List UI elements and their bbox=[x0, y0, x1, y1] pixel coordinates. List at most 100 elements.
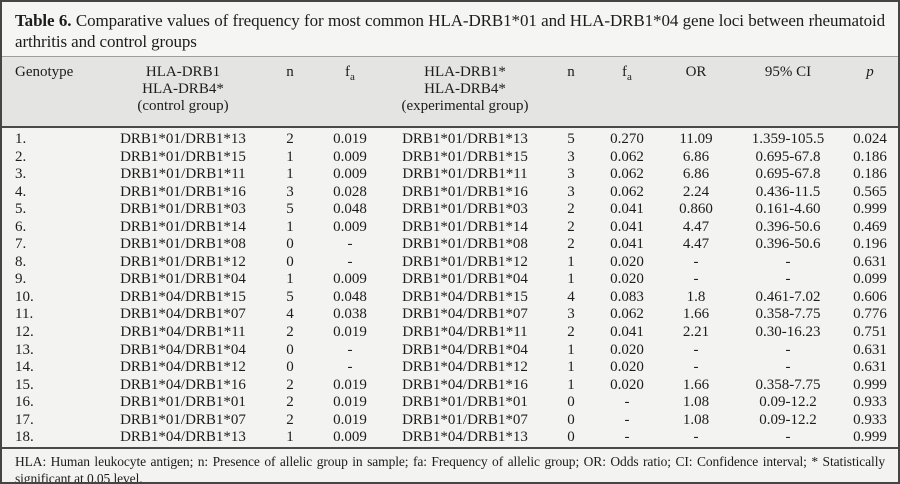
table-row: 11. DRB1*04/DRB1*07 4 0.038 DRB1*04/DRB1… bbox=[2, 306, 898, 324]
cell-row-number: 5. bbox=[15, 201, 27, 218]
table-row: 17. DRB1*01/DRB1*07 2 0.019 DRB1*01/DRB1… bbox=[2, 412, 898, 430]
cell-experimental-fa: - bbox=[624, 411, 630, 428]
control-group-line1: HLA-DRB1 bbox=[145, 64, 221, 80]
cell-experimental-genotype: DRB1*01/DRB1*07 bbox=[402, 411, 528, 428]
cell-experimental-fa: 0.041 bbox=[610, 236, 644, 253]
cell-p-value: 0.606 bbox=[853, 288, 887, 305]
cell-experimental-genotype: DRB1*01/DRB1*13 bbox=[402, 131, 528, 147]
cell-control-genotype: DRB1*01/DRB1*03 bbox=[120, 201, 246, 218]
cell-experimental-fa: 0.083 bbox=[610, 288, 644, 305]
table-row: 1. DRB1*01/DRB1*13 2 0.019 DRB1*01/DRB1*… bbox=[2, 127, 898, 149]
cell-control-genotype: DRB1*04/DRB1*16 bbox=[120, 376, 246, 393]
cell-experimental-n: 1 bbox=[567, 341, 575, 358]
cell-odds-ratio: 1.08 bbox=[682, 411, 710, 428]
cell-p-value: 0.933 bbox=[853, 394, 887, 411]
cell-experimental-n: 1 bbox=[567, 253, 575, 270]
cell-experimental-n: 3 bbox=[567, 166, 575, 183]
cell-experimental-fa: 0.020 bbox=[610, 341, 644, 358]
cell-control-fa: 0.009 bbox=[333, 148, 367, 165]
cell-control-fa: - bbox=[347, 253, 353, 270]
cell-control-n: 0 bbox=[286, 253, 294, 270]
cell-experimental-n: 2 bbox=[567, 236, 575, 253]
cell-odds-ratio: 6.86 bbox=[682, 148, 710, 165]
cell-experimental-genotype: DRB1*04/DRB1*12 bbox=[402, 359, 528, 376]
cell-odds-ratio: 0.860 bbox=[679, 201, 713, 218]
cell-control-n: 3 bbox=[286, 183, 294, 200]
cell-odds-ratio: 1.66 bbox=[682, 376, 710, 393]
cell-experimental-fa: 0.041 bbox=[610, 218, 644, 235]
cell-control-genotype: DRB1*04/DRB1*12 bbox=[120, 359, 246, 376]
cell-experimental-fa: - bbox=[624, 429, 630, 446]
cell-control-n: 5 bbox=[286, 288, 294, 305]
control-group-line3: (control group) bbox=[137, 98, 229, 114]
cell-confidence-interval: 0.396-50.6 bbox=[755, 236, 821, 253]
cell-odds-ratio: - bbox=[693, 429, 699, 446]
cell-control-genotype: DRB1*01/DRB1*13 bbox=[120, 131, 246, 147]
cell-control-genotype: DRB1*01/DRB1*08 bbox=[120, 236, 246, 253]
fa-sub: a bbox=[627, 71, 632, 83]
cell-control-fa: 0.019 bbox=[333, 411, 367, 428]
cell-odds-ratio: - bbox=[693, 271, 699, 288]
cell-confidence-interval: 0.396-50.6 bbox=[755, 218, 821, 235]
cell-odds-ratio: 2.21 bbox=[682, 324, 710, 341]
cell-control-fa: - bbox=[347, 236, 353, 253]
table-row: 14. DRB1*04/DRB1*12 0 - DRB1*04/DRB1*12 … bbox=[2, 359, 898, 377]
comparison-table: Genotype HLA-DRB1 HLA-DRB4* (control gro… bbox=[2, 57, 898, 447]
table-row: 5. DRB1*01/DRB1*03 5 0.048 DRB1*01/DRB1*… bbox=[2, 201, 898, 219]
cell-control-n: 0 bbox=[286, 341, 294, 358]
cell-control-fa: 0.038 bbox=[333, 306, 367, 323]
table-number: Table 6. bbox=[15, 11, 72, 30]
cell-experimental-fa: 0.062 bbox=[610, 306, 644, 323]
cell-confidence-interval: 0.30-16.23 bbox=[755, 324, 821, 341]
cell-experimental-fa: 0.062 bbox=[610, 148, 644, 165]
cell-odds-ratio: - bbox=[693, 359, 699, 376]
cell-control-fa: 0.019 bbox=[333, 376, 367, 393]
cell-confidence-interval: 0.461-7.02 bbox=[755, 288, 821, 305]
table-footnote: HLA: Human leukocyte antigen; n: Presenc… bbox=[2, 446, 898, 482]
control-group-line2: HLA-DRB4* bbox=[142, 81, 224, 97]
cell-row-number: 8. bbox=[15, 253, 27, 270]
col-confidence-interval: 95% CI bbox=[734, 57, 842, 128]
cell-experimental-genotype: DRB1*01/DRB1*16 bbox=[402, 183, 528, 200]
cell-experimental-genotype: DRB1*04/DRB1*11 bbox=[402, 324, 528, 341]
cell-experimental-n: 3 bbox=[567, 148, 575, 165]
cell-experimental-fa: - bbox=[624, 394, 630, 411]
cell-experimental-genotype: DRB1*01/DRB1*15 bbox=[402, 148, 528, 165]
table-row: 6. DRB1*01/DRB1*14 1 0.009 DRB1*01/DRB1*… bbox=[2, 219, 898, 237]
cell-experimental-n: 0 bbox=[567, 429, 575, 446]
cell-control-n: 2 bbox=[286, 324, 294, 341]
cell-experimental-fa: 0.041 bbox=[610, 324, 644, 341]
cell-odds-ratio: 1.8 bbox=[686, 288, 706, 305]
table-row: 15. DRB1*04/DRB1*16 2 0.019 DRB1*04/DRB1… bbox=[2, 377, 898, 395]
fa-base: f bbox=[345, 64, 351, 80]
cell-control-n: 4 bbox=[286, 306, 294, 323]
cell-row-number: 17. bbox=[15, 411, 34, 428]
cell-experimental-genotype: DRB1*01/DRB1*08 bbox=[402, 236, 528, 253]
cell-p-value: 0.469 bbox=[853, 218, 887, 235]
table-caption: Comparative values of frequency for most… bbox=[15, 11, 885, 51]
cell-experimental-fa: 0.270 bbox=[610, 131, 644, 147]
table-row: 3. DRB1*01/DRB1*11 1 0.009 DRB1*01/DRB1*… bbox=[2, 166, 898, 184]
table-row: 2. DRB1*01/DRB1*15 1 0.009 DRB1*01/DRB1*… bbox=[2, 149, 898, 167]
cell-experimental-genotype: DRB1*01/DRB1*12 bbox=[402, 253, 528, 270]
cell-control-fa: 0.009 bbox=[333, 271, 367, 288]
cell-control-genotype: DRB1*01/DRB1*14 bbox=[120, 218, 246, 235]
cell-experimental-genotype: DRB1*01/DRB1*14 bbox=[402, 218, 528, 235]
col-odds-ratio: OR bbox=[658, 57, 734, 128]
col-experimental-fa: fa bbox=[596, 57, 658, 128]
cell-confidence-interval: 0.436-11.5 bbox=[755, 183, 821, 200]
cell-confidence-interval: 0.09-12.2 bbox=[759, 411, 817, 428]
cell-row-number: 18. bbox=[15, 429, 34, 446]
cell-experimental-genotype: DRB1*01/DRB1*01 bbox=[402, 394, 528, 411]
cell-control-genotype: DRB1*01/DRB1*01 bbox=[120, 394, 246, 411]
cell-experimental-n: 0 bbox=[567, 394, 575, 411]
cell-control-genotype: DRB1*01/DRB1*15 bbox=[120, 148, 246, 165]
cell-experimental-fa: 0.020 bbox=[610, 376, 644, 393]
cell-row-number: 14. bbox=[15, 359, 34, 376]
cell-odds-ratio: 1.66 bbox=[682, 306, 710, 323]
cell-control-fa: 0.019 bbox=[333, 394, 367, 411]
cell-row-number: 13. bbox=[15, 341, 34, 358]
cell-experimental-n: 2 bbox=[567, 201, 575, 218]
table-row: 7. DRB1*01/DRB1*08 0 - DRB1*01/DRB1*08 2… bbox=[2, 236, 898, 254]
cell-experimental-n: 4 bbox=[567, 288, 575, 305]
